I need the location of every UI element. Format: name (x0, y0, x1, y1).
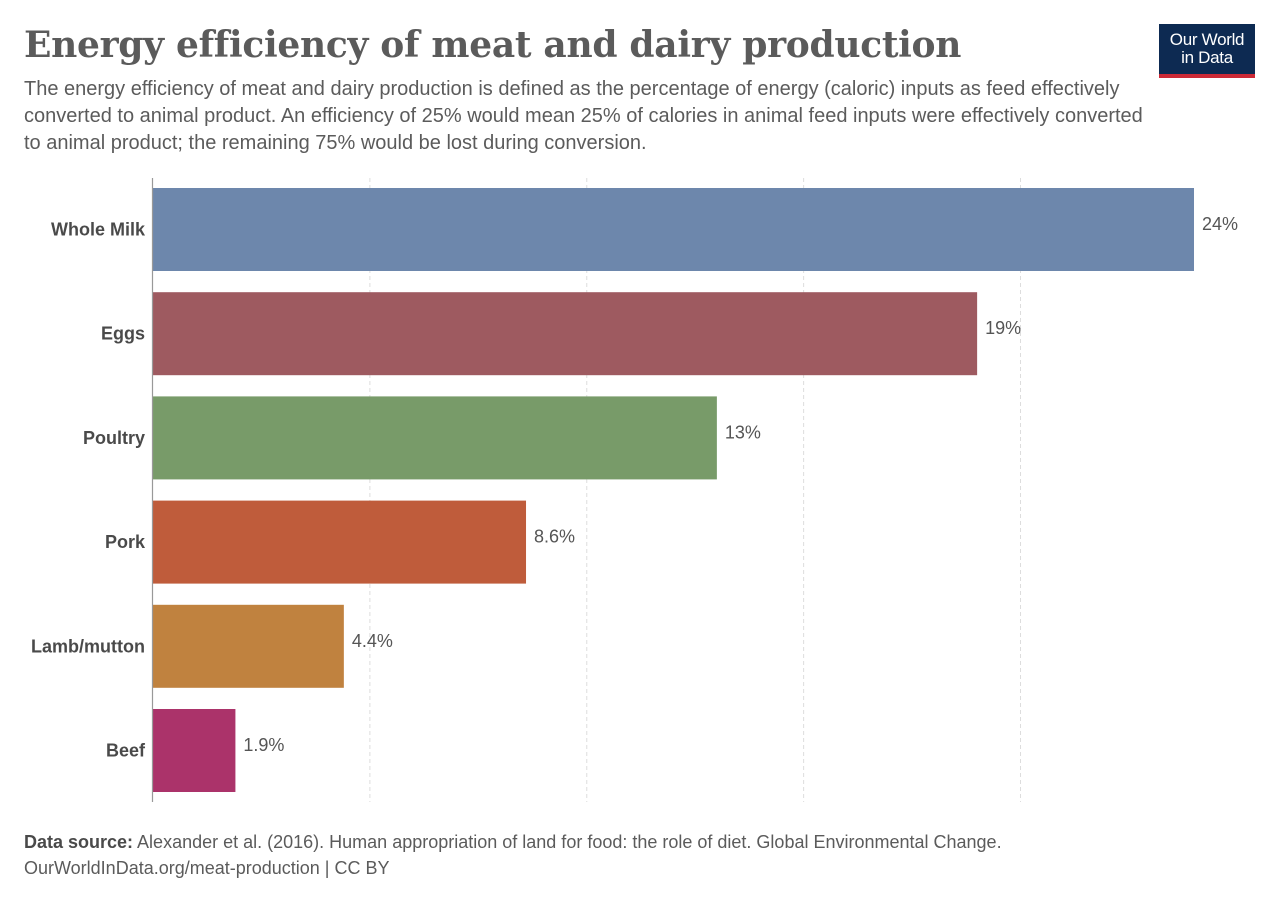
category-label-whole-milk: Whole Milk (51, 220, 146, 240)
footer: Data source: Alexander et al. (2016). Hu… (24, 829, 1254, 881)
data-source-text: Alexander et al. (2016). Human appropria… (133, 832, 1002, 852)
category-label-beef: Beef (106, 741, 146, 761)
value-label-eggs: 19% (985, 318, 1021, 338)
labels: Whole Milk 24% Eggs 19% Poultry 13% Pork 8.6% La… (31, 214, 1238, 761)
chart-subtitle: The energy efficiency of meat and dairy … (24, 78, 1143, 154)
category-label-eggs: Eggs (101, 324, 145, 344)
category-label-poultry: Poultry (83, 428, 145, 448)
category-label-pork: Pork (105, 532, 146, 552)
bar-beef[interactable] (153, 709, 236, 792)
value-label-poultry: 13% (725, 422, 761, 442)
data-source-line: Data source: Alexander et al. (2016). Hu… (24, 829, 1254, 855)
bars (153, 188, 1194, 792)
logo-line-1: Our World (1169, 30, 1245, 49)
logo-line-2: in Data (1181, 48, 1233, 67)
value-label-lamb-mutton: 4.4% (352, 631, 393, 651)
value-label-beef: 1.9% (243, 735, 284, 755)
gridlines (369, 178, 1021, 802)
bar-lamb-mutton[interactable] (153, 604, 344, 688)
bar-eggs[interactable] (153, 292, 978, 376)
owid-logo[interactable]: Our World in Data (1159, 24, 1255, 78)
category-label-lamb-mutton: Lamb/mutton (31, 636, 145, 656)
bar-pork[interactable] (153, 500, 527, 584)
bar-chart: Whole Milk 24% Eggs 19% Poultry 13% Pork 8.6% La… (31, 178, 1238, 802)
bar-whole-milk[interactable] (153, 188, 1194, 271)
value-label-pork: 8.6% (534, 527, 575, 547)
chart-title: Energy efficiency of meat and dairy prod… (24, 24, 962, 66)
value-label-whole-milk: 24% (1202, 214, 1238, 234)
data-source-label: Data source: (24, 832, 134, 852)
source-url[interactable]: OurWorldInData.org/meat-production | CC … (24, 858, 390, 878)
bar-poultry[interactable] (153, 396, 717, 480)
